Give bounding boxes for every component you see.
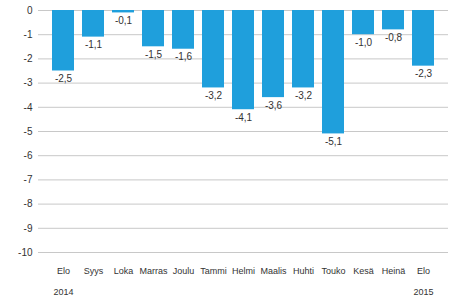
svg-text:-0,8: -0,8: [385, 32, 403, 43]
svg-text:-1,0: -1,0: [355, 37, 373, 48]
svg-text:-1: -1: [24, 29, 33, 40]
svg-text:-2,5: -2,5: [55, 73, 73, 84]
svg-text:-3,6: -3,6: [265, 100, 283, 111]
svg-text:Loka: Loka: [114, 266, 134, 276]
svg-text:-0,1: -0,1: [115, 15, 133, 26]
svg-text:Joulu: Joulu: [173, 266, 195, 276]
svg-text:Elo2014: Elo2014: [53, 266, 73, 298]
svg-text:-5: -5: [24, 126, 33, 137]
svg-text:-10: -10: [18, 247, 33, 258]
svg-text:0: 0: [27, 5, 33, 16]
svg-text:-8: -8: [24, 198, 33, 209]
svg-text:-4: -4: [24, 102, 33, 113]
svg-text:-1,5: -1,5: [145, 49, 163, 60]
svg-text:-2,3: -2,3: [415, 68, 433, 79]
svg-text:-6: -6: [24, 150, 33, 161]
svg-text:-9: -9: [24, 223, 33, 234]
svg-text:-7: -7: [24, 174, 33, 185]
svg-text:Tammi: Tammi: [200, 266, 227, 276]
svg-text:-2: -2: [24, 53, 33, 64]
svg-text:-4,1: -4,1: [235, 112, 253, 123]
svg-text:Kesä: Kesä: [353, 266, 374, 276]
svg-text:-5,1: -5,1: [325, 136, 343, 147]
svg-text:Maalis: Maalis: [260, 266, 287, 276]
svg-text:-3,2: -3,2: [295, 90, 313, 101]
svg-text:Heinä: Heinä: [382, 266, 406, 276]
svg-text:Elo2015: Elo2015: [413, 266, 433, 298]
svg-text:-3,2: -3,2: [205, 90, 223, 101]
svg-text:Marras: Marras: [139, 266, 168, 276]
svg-text:Touko: Touko: [321, 266, 345, 276]
svg-text:-1,6: -1,6: [175, 51, 193, 62]
svg-text:-1,1: -1,1: [85, 39, 103, 50]
svg-text:Helmi: Helmi: [232, 266, 255, 276]
svg-text:Huhti: Huhti: [293, 266, 314, 276]
svg-text:Syys: Syys: [84, 266, 104, 276]
svg-text:-3: -3: [24, 77, 33, 88]
